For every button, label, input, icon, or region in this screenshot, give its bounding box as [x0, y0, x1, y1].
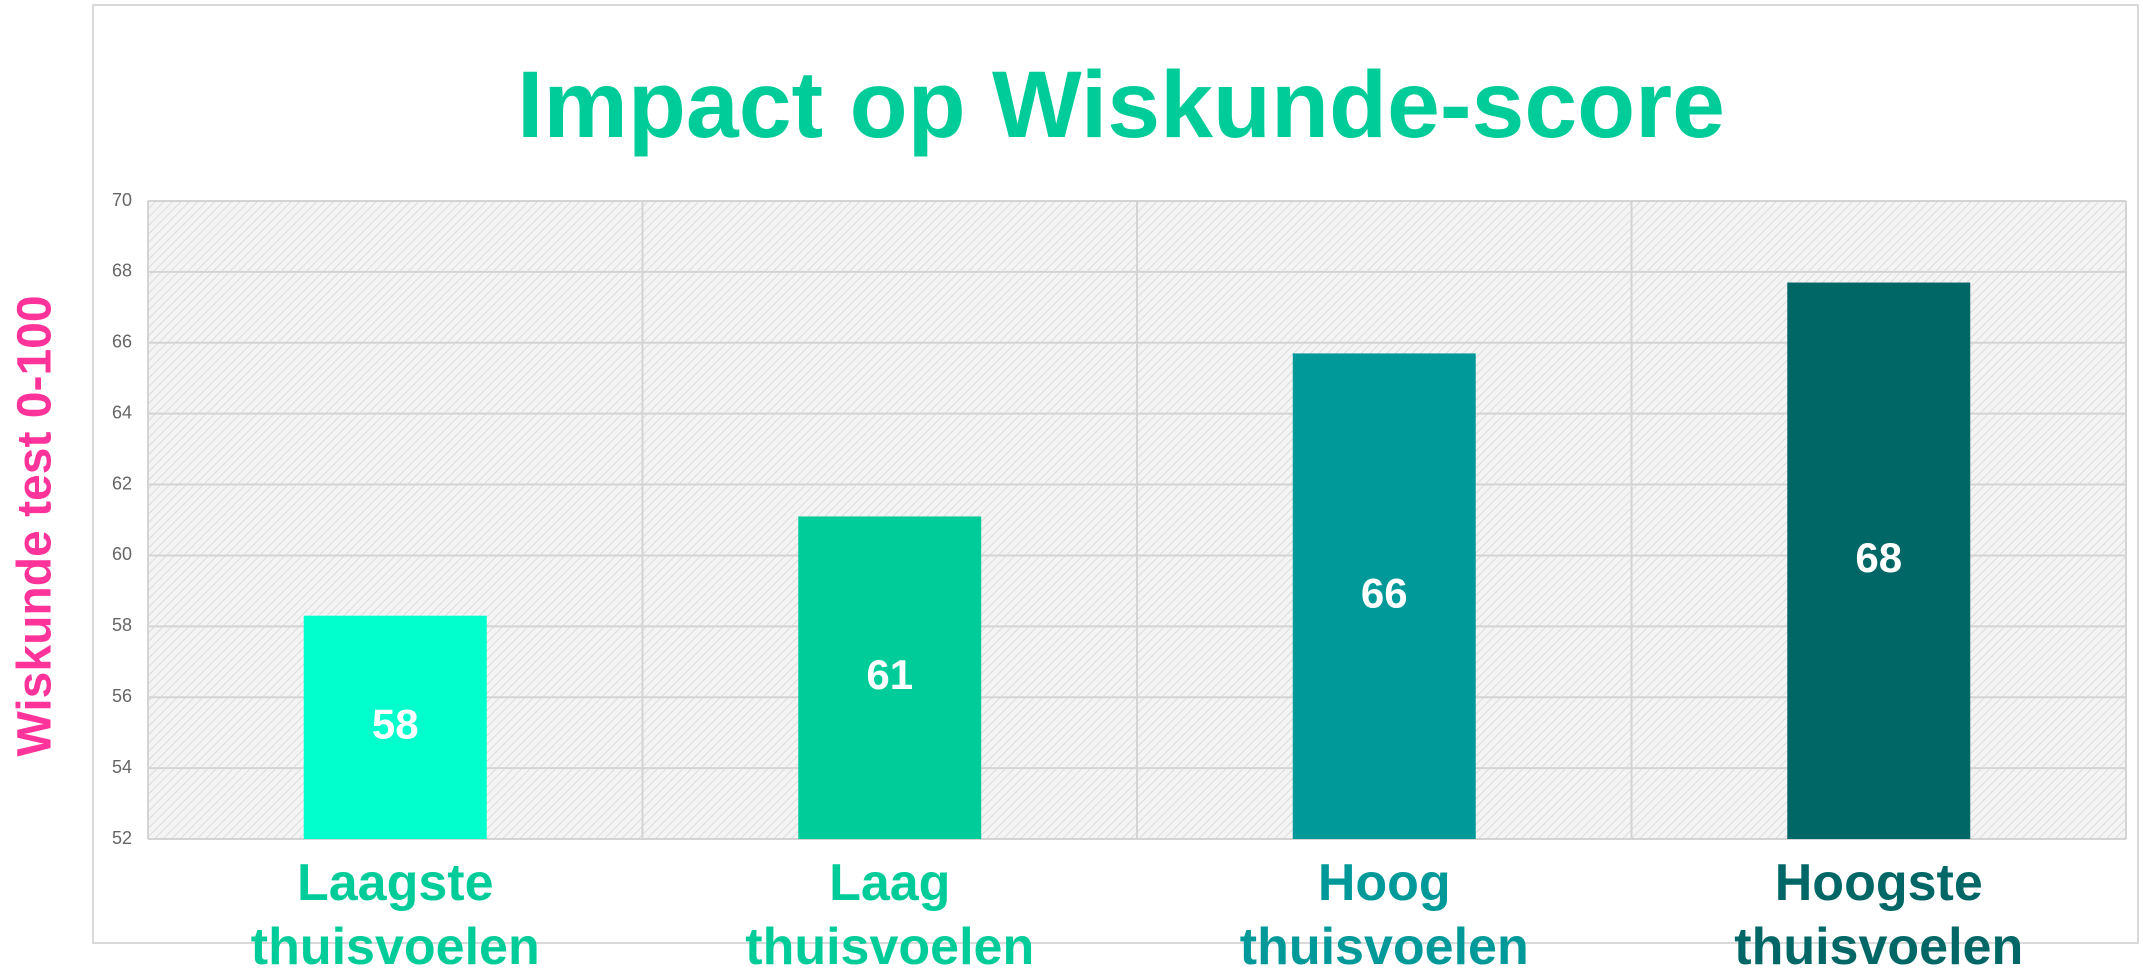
x-tick-label: Laag thuisvoelen	[745, 854, 1034, 975]
y-tick-label: 62	[112, 473, 132, 493]
y-tick-label: 60	[112, 544, 132, 564]
y-tick-label: 56	[112, 686, 132, 706]
value-label: 61	[866, 651, 913, 698]
y-tick-label: 64	[112, 402, 132, 422]
value-label: 58	[372, 700, 419, 747]
x-tick-label: Hoogste thuisvoelen	[1734, 854, 2023, 975]
y-tick-label: 58	[112, 615, 132, 635]
y-tick-label: 54	[112, 757, 132, 777]
bar	[1787, 282, 1971, 839]
value-label: 68	[1855, 534, 1902, 581]
bar	[798, 516, 982, 839]
x-tick-label: Hoog thuisvoelen	[1240, 854, 1529, 975]
x-tick-label: Laagste thuisvoelen	[251, 854, 540, 975]
y-tick-label: 66	[112, 332, 132, 352]
bar	[303, 615, 487, 839]
value-label: 66	[1361, 569, 1408, 616]
frame	[92, 4, 2139, 944]
y-tick-label: 70	[112, 190, 132, 210]
y-tick-label: 68	[112, 261, 132, 281]
chart-title: Impact op Wiskunde-score	[517, 52, 1725, 158]
bar	[1292, 353, 1476, 839]
y-tick-label: 52	[112, 828, 132, 848]
y-axis-label: Wiskunde test 0-100	[9, 295, 62, 756]
